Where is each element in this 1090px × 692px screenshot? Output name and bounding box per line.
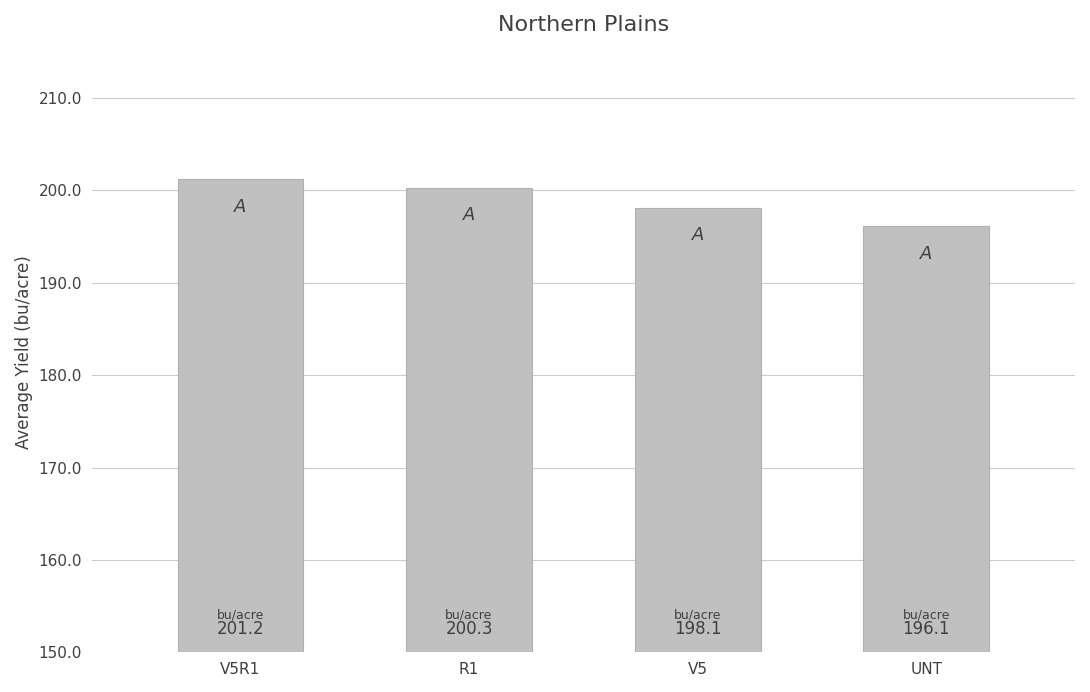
Text: A: A bbox=[691, 226, 704, 244]
Text: 196.1: 196.1 bbox=[903, 621, 950, 639]
Text: 200.3: 200.3 bbox=[446, 621, 493, 639]
Bar bbox=[634, 208, 761, 653]
Text: 201.2: 201.2 bbox=[217, 621, 264, 639]
Y-axis label: Average Yield (bu/acre): Average Yield (bu/acre) bbox=[15, 255, 33, 449]
Text: A: A bbox=[920, 245, 933, 263]
Bar bbox=[407, 188, 532, 653]
Text: bu/acre: bu/acre bbox=[674, 609, 722, 622]
Text: A: A bbox=[234, 198, 246, 216]
Text: 198.1: 198.1 bbox=[674, 621, 722, 639]
Text: A: A bbox=[463, 206, 475, 224]
Text: bu/acre: bu/acre bbox=[446, 609, 493, 622]
Bar bbox=[863, 226, 990, 653]
Text: bu/acre: bu/acre bbox=[903, 609, 950, 622]
Text: bu/acre: bu/acre bbox=[217, 609, 264, 622]
Title: Northern Plains: Northern Plains bbox=[498, 15, 669, 35]
Bar bbox=[178, 179, 303, 653]
